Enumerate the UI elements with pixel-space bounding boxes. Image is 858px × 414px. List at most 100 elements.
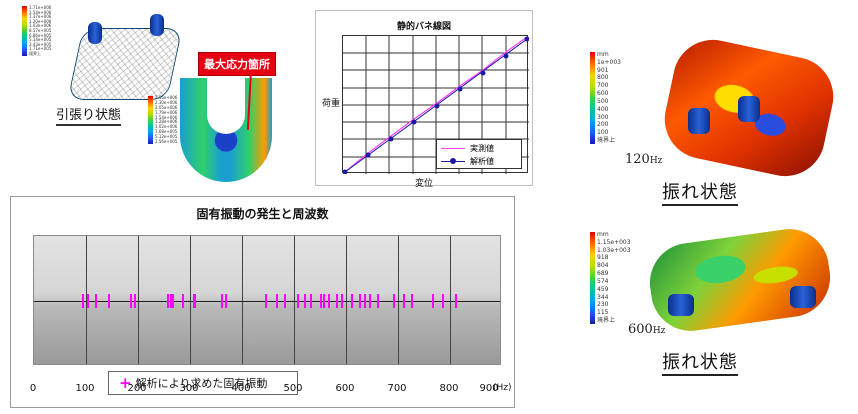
legend-value: 804 xyxy=(597,262,609,270)
legend-unit: mm xyxy=(597,51,609,58)
legend-value: 800 xyxy=(597,74,609,82)
legend-value: 5.12e+005 xyxy=(155,134,178,139)
frequency-marker xyxy=(364,294,367,308)
chart-legend: + 解析により求めた固有振動 xyxy=(108,371,298,395)
legend-label: 実測値 xyxy=(470,144,494,153)
legend-value: 600 xyxy=(597,90,609,98)
frequency-marker xyxy=(134,294,137,308)
legend-value: 1.37e+006 xyxy=(29,14,52,20)
legend-value: 230 xyxy=(597,301,609,309)
legend-value: 1.71e+005 xyxy=(29,46,52,52)
frequency-marker xyxy=(442,294,445,308)
vib1-bolt-right xyxy=(738,96,760,122)
x-tick: 100 xyxy=(75,383,95,394)
legend-value: 400 xyxy=(597,105,609,113)
x-unit-label: (Hz) xyxy=(493,383,512,393)
legend-value: 1.03e+006 xyxy=(29,23,52,29)
legend-value: 1.02e+006 xyxy=(155,124,178,130)
legend-value: 2.56e+005 xyxy=(155,138,178,144)
x-tick: 500 xyxy=(283,383,303,394)
frequency-unit: Hz xyxy=(652,326,666,336)
color-scale-bar xyxy=(22,6,27,56)
frequency-marker xyxy=(309,294,312,308)
legend-value: 1.71e+006 xyxy=(29,5,52,10)
grid-line xyxy=(242,236,243,364)
tension-bolt-right xyxy=(150,14,164,36)
grid-line xyxy=(138,236,139,364)
x-tick: 300 xyxy=(179,383,199,394)
chart-title: 固有振動の発生と周波数 xyxy=(196,207,329,221)
natural-frequency-chart: 固有振動の発生と周波数 + 解析により求めた固有振動 0 100 200 300… xyxy=(10,196,515,408)
vib1-color-legend: mm 1e+003 901 800 700 600 500 400 300 20… xyxy=(590,52,621,144)
vib1-state-caption: 振れ状態 xyxy=(662,178,738,206)
legend-value: 5.14e+005 xyxy=(29,37,52,43)
vib1-bolt-left xyxy=(688,108,710,134)
frequency-marker xyxy=(275,294,278,308)
x-tick: 800 xyxy=(439,383,459,394)
vib2-bolt-left xyxy=(668,294,694,316)
frequency-marker xyxy=(265,294,268,308)
x-tick: 700 xyxy=(387,383,407,394)
frequency-marker xyxy=(283,294,286,308)
frequency-marker xyxy=(130,294,133,308)
stress-color-legend: 2.56e+006 2.30e+006 2.05e+006 1.79e+006 … xyxy=(148,96,177,144)
color-scale-bar xyxy=(590,232,595,324)
x-tick: 900 xyxy=(479,383,499,394)
frequency-marker xyxy=(431,294,434,308)
legend-boundary-label: 境界上 xyxy=(29,50,41,56)
frequency-unit: Hz xyxy=(649,156,663,166)
legend-value: 1.20e+006 xyxy=(29,18,52,24)
legend-value: 1.28e+006 xyxy=(155,119,178,125)
frequency-value: 120 xyxy=(625,152,650,167)
tension-caption: 引張り状態 xyxy=(56,104,122,126)
color-scale-bar xyxy=(590,52,595,144)
legend-value: 2.05e+006 xyxy=(155,104,178,110)
legend-value: 1.54e+006 xyxy=(29,9,52,15)
frequency-marker xyxy=(322,294,325,308)
legend-value: 2.56e+006 xyxy=(155,95,178,100)
x-tick: 400 xyxy=(231,383,251,394)
frequency-marker xyxy=(87,294,90,308)
grid-line xyxy=(346,236,347,364)
legend-value: 8.57e+005 xyxy=(29,27,52,33)
grid-line xyxy=(190,236,191,364)
frequency-marker xyxy=(377,294,380,308)
legend-value: 901 xyxy=(597,66,609,74)
frequency-marker xyxy=(225,294,228,308)
frequency-marker xyxy=(392,294,395,308)
vib2-state-caption: 振れ状態 xyxy=(662,348,738,376)
legend-boundary-label: 境界上 xyxy=(597,316,616,324)
frequency-marker xyxy=(403,294,406,308)
frequency-marker xyxy=(369,294,372,308)
legend-value: 1e+003 xyxy=(597,58,621,66)
legend-value: 100 xyxy=(597,129,609,137)
legend-value: 3.43e+005 xyxy=(29,41,52,47)
tension-color-legend: 1.71e+006 1.54e+006 1.37e+006 1.20e+006 … xyxy=(22,6,51,56)
vib2-bolt-right xyxy=(790,286,816,308)
legend-value: 6.86e+005 xyxy=(29,32,52,38)
frequency-marker xyxy=(296,294,299,308)
frequency-marker xyxy=(172,294,175,308)
x-tick: 600 xyxy=(335,383,355,394)
legend-value: 7.68e+005 xyxy=(155,129,178,135)
legend-value: 700 xyxy=(597,82,609,90)
plus-marker-icon: + xyxy=(119,373,132,392)
legend-value: 1.54e+006 xyxy=(155,114,178,120)
frequency-marker xyxy=(170,294,173,308)
legend-value: 115 xyxy=(597,309,609,317)
legend-value: 500 xyxy=(597,97,609,105)
x-tick: 0 xyxy=(29,383,37,394)
legend-value: 574 xyxy=(597,277,609,285)
frequency-marker xyxy=(320,294,322,308)
chart-title: 静的バネ線図 xyxy=(396,22,451,32)
color-scale-bar xyxy=(148,96,153,144)
legend-label: 解析により求めた固有振動 xyxy=(135,377,268,390)
legend-value: 344 xyxy=(597,293,609,301)
frequency-marker xyxy=(192,294,195,308)
frequency-marker xyxy=(359,294,361,308)
frequency-marker xyxy=(304,294,307,308)
legend-unit: mm xyxy=(597,231,609,238)
max-stress-callout: 最大応力箇所 xyxy=(198,52,276,76)
analysis-marker-swatch xyxy=(441,158,465,164)
frequency-marker xyxy=(340,294,343,308)
